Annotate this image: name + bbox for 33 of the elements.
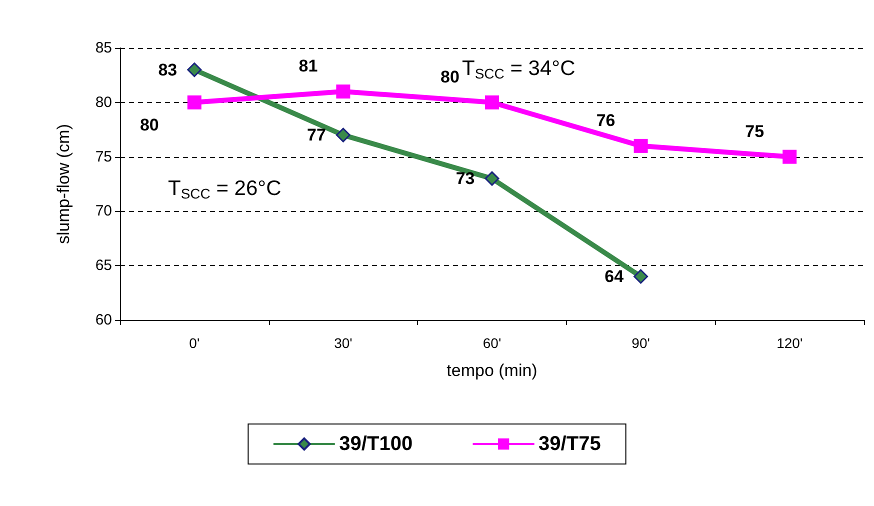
x-tick-label: 120': [776, 335, 803, 351]
legend-label: 39/T75: [538, 433, 601, 455]
y-tick-label: 70: [95, 202, 112, 220]
y-axis-title: slump-flow (cm): [54, 124, 73, 244]
y-tick-label: 85: [95, 40, 112, 56]
point: [187, 95, 202, 110]
x-tick-label: 60': [482, 335, 502, 351]
data-label: 77: [307, 126, 326, 145]
point: [485, 95, 499, 110]
x-tick-label: 90': [632, 335, 650, 351]
data-label: 81: [298, 56, 318, 76]
x-tick-label: 0': [189, 335, 200, 351]
point: [336, 84, 350, 99]
point: [782, 150, 797, 164]
point: [484, 171, 500, 186]
data-label: 64: [604, 266, 624, 286]
y-tick-label: 65: [95, 257, 112, 274]
point: [634, 138, 648, 153]
point: [634, 269, 648, 284]
x-axis-title: tempo (min): [446, 361, 538, 380]
y-tick-label: 60: [95, 312, 112, 328]
data-label: 75: [745, 122, 764, 141]
data-label: 76: [596, 110, 616, 130]
point: [336, 128, 350, 142]
legend-label: 39/T100: [339, 433, 413, 455]
y-tick-label: 80: [95, 94, 112, 111]
data-label: 73: [456, 169, 475, 188]
data-label: 80: [140, 115, 159, 134]
y-tick-label: 75: [95, 148, 112, 166]
x-tick-label: 30': [334, 335, 352, 351]
data-label: 80: [440, 67, 460, 86]
data-label: 83: [158, 60, 178, 80]
point: [187, 62, 202, 78]
